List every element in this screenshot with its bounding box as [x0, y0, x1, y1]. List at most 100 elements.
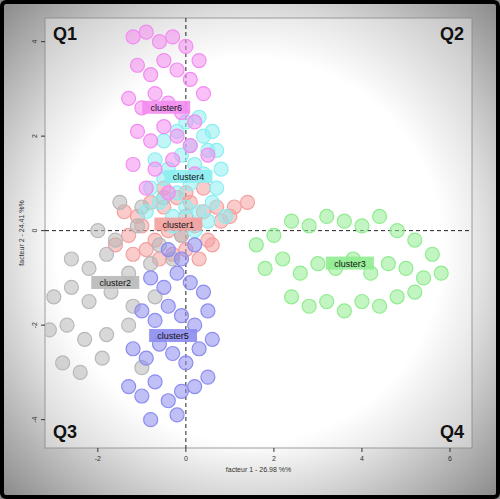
scatter-point — [302, 299, 316, 313]
scatter-point — [144, 413, 158, 427]
scatter-point — [64, 280, 78, 294]
scatter-point — [434, 266, 448, 280]
x-tick — [361, 448, 362, 452]
scatter-point — [126, 157, 140, 171]
scatter-point — [320, 209, 334, 223]
scatter-point — [135, 389, 149, 403]
scatter-point — [161, 394, 175, 408]
scatter-point — [56, 356, 70, 370]
cluster-label: cluster3 — [334, 259, 366, 269]
scatter-point — [399, 261, 413, 275]
scatter-point — [214, 162, 228, 176]
cluster-label: cluster1 — [163, 220, 195, 230]
y-tick-label: 4 — [31, 40, 38, 44]
quadrant-label: Q1 — [53, 24, 77, 44]
scatter-point — [188, 115, 202, 129]
scatter-point — [276, 252, 290, 266]
scatter-point — [267, 228, 281, 242]
scatter-point — [218, 209, 232, 223]
cluster-label-box — [149, 329, 197, 342]
quadrant-label: Q3 — [53, 422, 77, 442]
scatter-point — [139, 25, 153, 39]
scatter-point — [192, 342, 206, 356]
scatter-point — [73, 365, 87, 379]
scatter-point — [201, 148, 215, 162]
scatter-point — [100, 247, 114, 261]
scatter-point — [390, 224, 404, 238]
scatter-point — [82, 261, 96, 275]
x-axis-label: facteur 1 - 26.98 %% — [226, 466, 291, 473]
scatter-point — [130, 124, 144, 138]
scatter-point — [157, 120, 171, 134]
y-tick — [41, 136, 45, 137]
scatter-point — [122, 318, 136, 332]
scatter-point — [373, 299, 387, 313]
y-axis-label: facteur 2 - 24.41 %% — [18, 200, 25, 265]
scatter-point — [196, 181, 210, 195]
scatter-point — [170, 408, 184, 422]
background — [0, 0, 500, 499]
scatter-point — [161, 186, 175, 200]
scatter-point — [157, 280, 171, 294]
scatter-point — [205, 195, 219, 209]
scatter-point — [192, 54, 206, 68]
x-tick — [449, 448, 450, 452]
scatter-point — [425, 247, 439, 261]
scatter-point — [390, 290, 404, 304]
scatter-point — [126, 342, 140, 356]
cluster-label-box — [91, 276, 139, 289]
scatter-point — [205, 332, 219, 346]
y-tick — [41, 41, 45, 42]
scatter-point — [126, 30, 140, 44]
scatter-point — [188, 238, 202, 252]
y-tick — [41, 325, 45, 326]
scatter-point — [201, 304, 215, 318]
scatter-point — [174, 384, 188, 398]
scatter-point — [192, 252, 206, 266]
scatter-point — [183, 139, 197, 153]
scatter-point — [166, 153, 180, 167]
scatter-point — [201, 370, 215, 384]
scatter-point — [64, 252, 78, 266]
scatter-point — [355, 219, 369, 233]
scatter-point — [174, 309, 188, 323]
scatter-point — [170, 266, 184, 280]
scatter-point — [210, 181, 224, 195]
scatter-point — [144, 134, 158, 148]
scatter-point — [205, 124, 219, 138]
scatter-point — [95, 351, 109, 365]
scatter-point — [205, 238, 219, 252]
scatter-point — [183, 72, 197, 86]
scatter-point — [258, 261, 272, 275]
x-tick-label: 0 — [184, 455, 188, 462]
scatter-point — [183, 276, 197, 290]
scatter-point — [139, 205, 153, 219]
scatter-point — [240, 195, 254, 209]
scatter-point — [122, 380, 136, 394]
cluster-label-box — [326, 257, 374, 270]
scatter-point — [417, 271, 431, 285]
cluster-label-box — [154, 218, 202, 231]
scatter-point — [337, 304, 351, 318]
scatter-point — [144, 257, 158, 271]
scatter-point — [183, 139, 197, 153]
y-tick-label: -4 — [31, 416, 38, 422]
scatter-point — [408, 285, 422, 299]
scatter-point — [293, 266, 307, 280]
x-tick-label: 2 — [272, 455, 276, 462]
y-tick — [41, 230, 45, 231]
cluster-label: cluster6 — [150, 103, 182, 113]
x-tick-label: 6 — [448, 455, 452, 462]
quadrant-label: Q2 — [440, 24, 464, 44]
scatter-point — [196, 285, 210, 299]
y-tick-label: 2 — [31, 134, 38, 138]
scatter-point — [100, 328, 114, 342]
plot-area — [45, 18, 472, 448]
scatter-point — [82, 295, 96, 309]
plot-frame — [45, 18, 472, 448]
scatter-point — [135, 304, 149, 318]
cluster-label-box — [142, 101, 190, 114]
scatter-point — [78, 332, 92, 346]
scatter-point — [60, 318, 74, 332]
scatter-point — [157, 134, 171, 148]
